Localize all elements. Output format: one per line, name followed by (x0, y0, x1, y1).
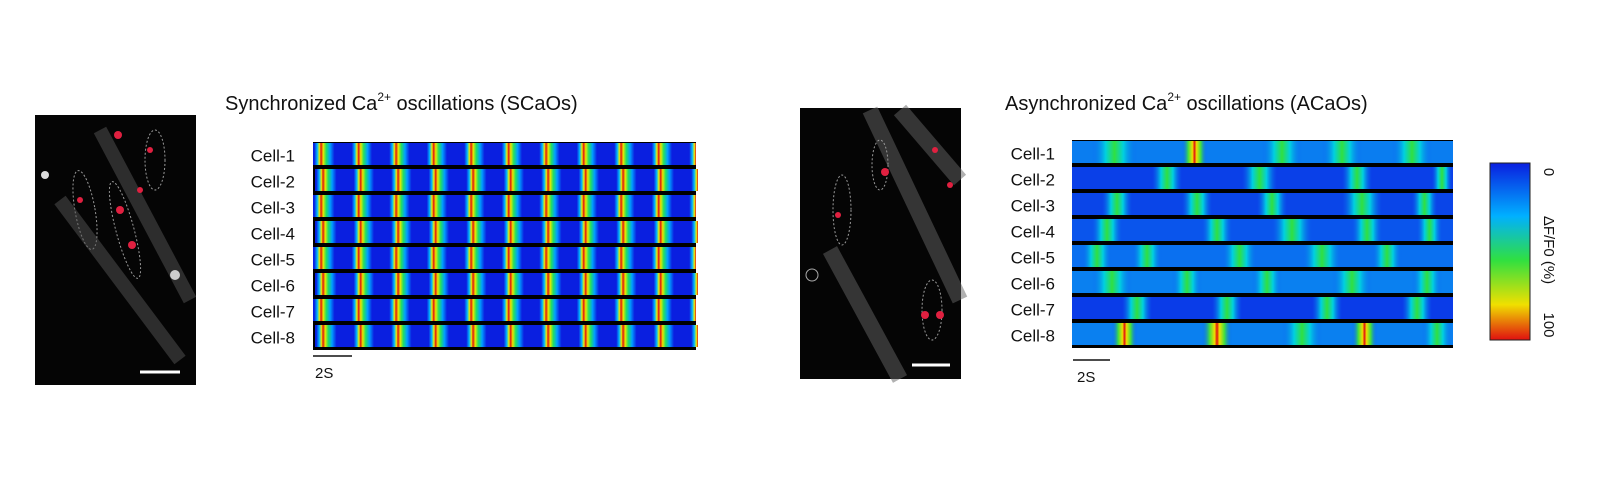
heatmap-band (1222, 245, 1257, 267)
heatmap-band (1302, 245, 1342, 267)
title-superscript: 2+ (1167, 90, 1181, 104)
row-label: Cell-3 (1011, 196, 1055, 215)
row-label: Cell-5 (1011, 248, 1055, 267)
heatmap-row (315, 325, 698, 347)
title-text: Synchronized Ca (225, 93, 378, 115)
heatmap-band (1102, 193, 1132, 215)
heatmap-row (1072, 297, 1453, 319)
heatmap-band (1372, 245, 1402, 267)
heatmap-band (1417, 219, 1442, 241)
heatmap-band (1257, 193, 1287, 215)
heatmap-band (1422, 323, 1452, 345)
heatmap-band (1112, 323, 1137, 345)
heatmap-band (1322, 141, 1362, 163)
panel-title: Asynchronized Ca2+ oscillations (ACaOs) (1005, 90, 1368, 115)
colorbar-max: 100 (1540, 312, 1557, 337)
row-label: Cell-3 (251, 198, 295, 217)
colorbar-min: 0 (1540, 168, 1557, 176)
row-label: Cell-6 (251, 276, 295, 295)
heatmap-row (313, 299, 696, 321)
panel-title: Synchronized Ca2+ oscillations (SCaOs) (225, 90, 578, 115)
heatmap-band (1092, 271, 1132, 293)
row-label: Cell-5 (251, 250, 295, 269)
row-label: Cell-8 (1011, 326, 1055, 345)
heatmap-row (313, 195, 696, 217)
heatmap-band (1392, 141, 1432, 163)
row-label: Cell-8 (251, 328, 295, 347)
panel: Synchronized Ca2+ oscillations (SCaOs) 2… (225, 90, 698, 382)
heatmap-band (1412, 193, 1437, 215)
row-label: Cell-4 (1011, 222, 1055, 241)
colorbar: 0 ΔF/F0 (%) 100 (1489, 162, 1557, 341)
scale-label: 2S (1077, 369, 1095, 386)
heatmap-band (1152, 167, 1182, 189)
heatmap-band (1092, 219, 1122, 241)
heatmap-band (1432, 167, 1452, 189)
heatmap-band (1412, 271, 1442, 293)
colorbar-gradient (1489, 162, 1531, 341)
row-label: Cell-6 (1011, 274, 1055, 293)
row-label: Cell-7 (251, 302, 295, 321)
heatmap-band (1312, 297, 1342, 319)
heatmap-band (1132, 245, 1162, 267)
micrograph (800, 104, 968, 383)
heatmap-band (1182, 193, 1212, 215)
title-superscript: 2+ (377, 90, 391, 104)
heatmap-band (1332, 271, 1372, 293)
heatmap-band (1342, 167, 1372, 189)
heatmap-band (1202, 219, 1232, 241)
micrograph (35, 115, 197, 385)
heatmap-row (313, 143, 696, 165)
title-text: oscillations (ACaOs) (1181, 93, 1368, 115)
scale-label: 2S (315, 365, 333, 382)
heatmap-band (1172, 271, 1202, 293)
title-text: oscillations (SCaOs) (391, 93, 578, 115)
heatmap-band (1182, 141, 1207, 163)
heatmap-band (1212, 297, 1242, 319)
colorbar-label: ΔF/F0 (%) (1540, 216, 1557, 284)
heatmap-band (1092, 141, 1137, 163)
heatmap-band (1352, 219, 1382, 241)
heatmap-row (1072, 245, 1453, 267)
heatmap-row (315, 273, 698, 295)
row-label: Cell-7 (1011, 300, 1055, 319)
heatmap-band (1252, 271, 1282, 293)
heatmap-band (1342, 193, 1382, 215)
heatmap-band (1262, 141, 1302, 163)
heatmap-row (315, 169, 698, 191)
row-label: Cell-1 (251, 146, 295, 165)
heatmap-row (315, 221, 698, 243)
heatmap-band (1272, 219, 1312, 241)
row-label: Cell-2 (251, 172, 295, 191)
heatmap-row (1072, 219, 1453, 241)
title-text: Asynchronized Ca (1005, 93, 1168, 115)
heatmap-band (1282, 323, 1322, 345)
heatmap-row (313, 247, 696, 269)
panel: Asynchronized Ca2+ oscillations (ACaOs) … (1005, 90, 1453, 386)
heatmap-band (1082, 245, 1112, 267)
heatmap-band (1402, 297, 1432, 319)
row-label: Cell-1 (1011, 144, 1055, 163)
row-label: Cell-4 (251, 224, 295, 243)
heatmap-band (1122, 297, 1152, 319)
heatmap-band (1352, 323, 1377, 345)
row-label: Cell-2 (1011, 170, 1055, 189)
heatmap-band (1202, 323, 1232, 345)
heatmap-band (1242, 167, 1277, 189)
